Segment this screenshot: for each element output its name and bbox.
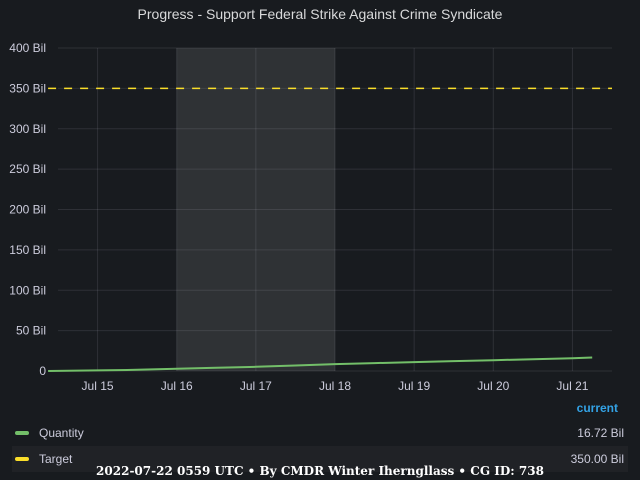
y-tick-label: 350 Bil	[9, 81, 46, 95]
legend-name-quantity: Quantity	[39, 426, 84, 440]
y-tick-label: 100 Bil	[9, 283, 46, 297]
y-tick-label: 250 Bil	[9, 162, 46, 176]
legend-value-target: 350.00 Bil	[570, 452, 624, 466]
y-tick-label: 50 Bil	[16, 324, 46, 338]
y-tick-label: 300 Bil	[9, 122, 46, 136]
x-tick-label: Jul 19	[398, 379, 430, 393]
grid-layer	[58, 47, 612, 372]
x-tick-label: Jul 16	[161, 379, 193, 393]
legend-name-target: Target	[39, 452, 73, 466]
footer-caption: 2022-07-22 0559 UTC • By CMDR Winter Ihe…	[96, 464, 544, 478]
x-tick-label: Jul 21	[556, 379, 588, 393]
series-layer	[48, 87, 612, 372]
axis-layer: 0 50 Bil 100 Bil 150 Bil 200 Bil 250 Bil 300 B…	[9, 41, 588, 393]
highlight-layer	[176, 48, 335, 371]
y-tick-label: 400 Bil	[9, 41, 46, 55]
y-tick-label: 0	[39, 364, 46, 378]
x-tick-label: Jul 15	[82, 379, 114, 393]
legend-item-quantity[interactable]: Quantity 16.72 Bil	[12, 420, 628, 446]
highlight-region	[176, 48, 335, 371]
legend-item-target[interactable]: Target 350.00 Bil	[12, 446, 628, 472]
y-tick-label: 150 Bil	[9, 243, 46, 257]
legend-value-quantity: 16.72 Bil	[577, 426, 624, 440]
x-tick-label: Jul 20	[477, 379, 509, 393]
panel-title: Progress - Support Federal Strike Agains…	[137, 6, 503, 22]
quantity-color-swatch	[15, 431, 29, 435]
legend-header-current[interactable]: current	[576, 401, 618, 415]
x-tick-label: Jul 18	[319, 379, 351, 393]
y-tick-label: 200 Bil	[9, 203, 46, 217]
progress-line-chart: 0 50 Bil 100 Bil 150 Bil 200 Bil 250 Bil 300 B…	[9, 41, 612, 393]
target-color-swatch	[15, 457, 29, 461]
x-tick-label: Jul 17	[240, 379, 272, 393]
series-line-quantity	[48, 356, 593, 372]
